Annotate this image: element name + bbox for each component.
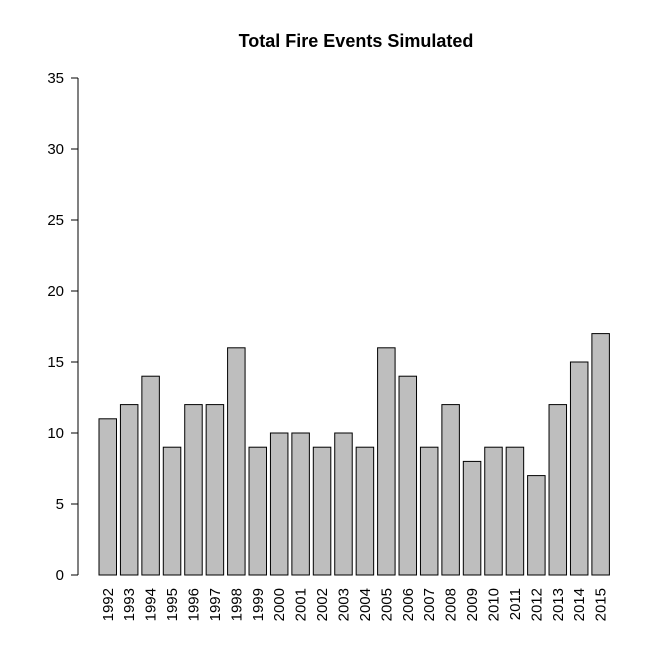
x-tick-label: 2011: [507, 588, 524, 620]
y-axis: 0 5 10 15 20 25 30 35: [47, 70, 79, 584]
x-tick-label: 1998: [228, 588, 245, 621]
x-tick-labels: 1992 1993 1994 1995 1996 1997 1998 1999 2000 2001…: [100, 588, 610, 621]
bar: [334, 432, 353, 576]
bar: [98, 418, 117, 576]
x-tick-label: 2003: [335, 588, 352, 621]
bar: [484, 446, 503, 576]
bar: [355, 446, 375, 576]
x-tick-label: 2008: [443, 588, 460, 621]
bar: [462, 460, 482, 576]
x-tick-label: 2012: [528, 588, 545, 621]
x-tick-label: 2007: [421, 588, 438, 621]
x-tick-label: 2015: [593, 588, 610, 621]
x-tick-label: 1993: [121, 588, 138, 621]
chart-title: Total Fire Events Simulated: [239, 31, 474, 51]
bar: [377, 347, 396, 576]
bar: [505, 446, 525, 576]
y-tick-label: 35: [47, 70, 64, 87]
x-tick-label: 2014: [571, 588, 588, 621]
bar: [119, 404, 139, 576]
x-tick-label: 2009: [464, 588, 481, 621]
y-tick-label: 20: [47, 283, 64, 300]
bar: [527, 475, 546, 576]
x-tick-label: 1995: [164, 588, 181, 621]
y-tick-label: 25: [47, 212, 64, 229]
x-tick-label: 1996: [185, 588, 202, 621]
bar: [227, 347, 246, 576]
bar: [162, 446, 182, 576]
bar: [398, 375, 418, 576]
x-tick-label: 2005: [378, 588, 395, 621]
bar: [312, 446, 332, 576]
bar: [548, 404, 568, 576]
y-tick-label: 30: [47, 141, 64, 158]
x-tick-label: 2013: [550, 588, 567, 621]
x-tick-label: 1997: [207, 588, 224, 621]
x-tick-label: 2006: [400, 588, 417, 621]
bar: [141, 375, 160, 576]
bar: [591, 333, 610, 576]
bar: [184, 404, 203, 576]
bar: [269, 432, 289, 576]
bar: [291, 432, 310, 576]
x-tick-label: 2002: [314, 588, 331, 621]
x-tick-label: 1994: [143, 588, 160, 621]
x-tick-label: 2001: [293, 588, 310, 621]
x-tick-label: 1992: [100, 588, 117, 621]
y-tick-label: 0: [56, 567, 64, 584]
x-tick-label: 2010: [485, 588, 502, 621]
y-tick-label: 10: [47, 425, 64, 442]
bar: [248, 446, 268, 576]
x-tick-label: 2000: [271, 588, 288, 621]
bar: [205, 404, 225, 576]
bar: [569, 361, 589, 576]
bar: [419, 446, 439, 576]
x-tick-label: 1999: [250, 588, 267, 621]
y-tick-label: 5: [56, 496, 64, 513]
x-tick-label: 2004: [357, 588, 374, 621]
bars-group: [98, 333, 610, 576]
bar: [441, 404, 460, 576]
y-tick-label: 15: [47, 354, 64, 371]
